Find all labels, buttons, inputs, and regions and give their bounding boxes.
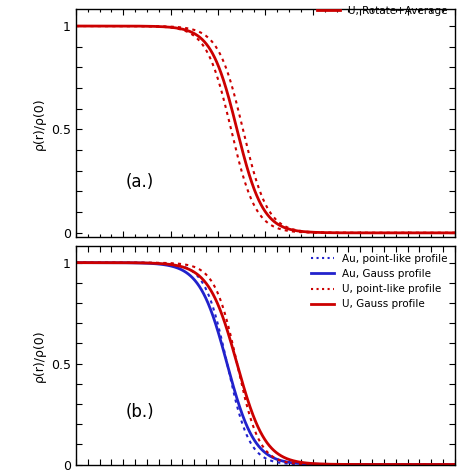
Text: (a.): (a.)	[125, 173, 154, 191]
Legend: Au, point-like profile, Au, Gauss profile, U, point-like profile, U, Gauss profi: Au, point-like profile, Au, Gauss profil…	[309, 252, 450, 311]
Y-axis label: ρ(r)/ρ(0): ρ(r)/ρ(0)	[32, 329, 46, 382]
Legend: U, Standard W-S, U, Rotate+Average: U, Standard W-S, U, Rotate+Average	[315, 0, 450, 18]
Y-axis label: ρ(r)/ρ(0): ρ(r)/ρ(0)	[32, 97, 46, 150]
Text: (b.): (b.)	[125, 402, 154, 420]
